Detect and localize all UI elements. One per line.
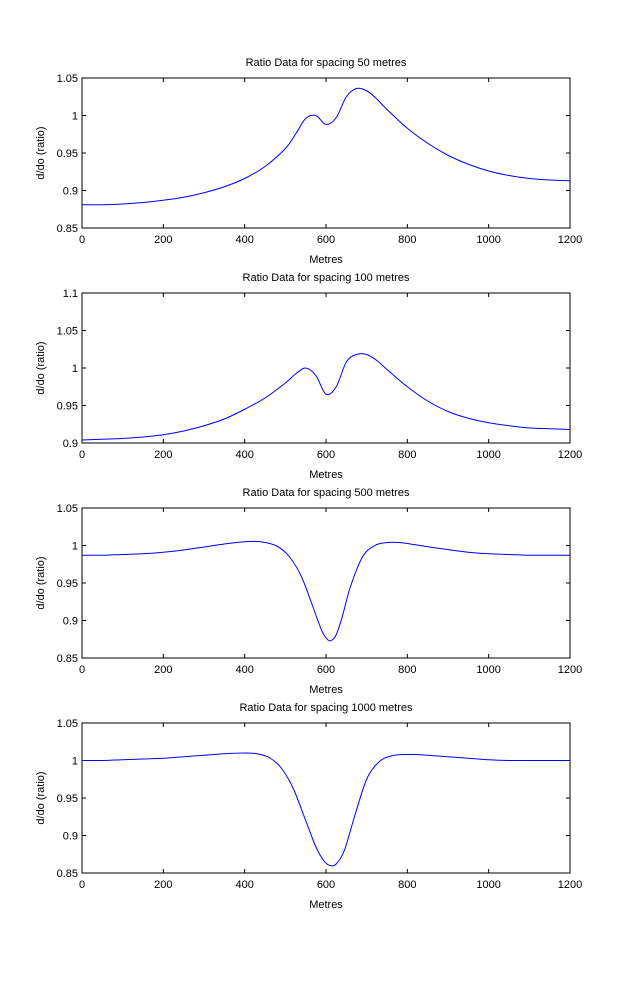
subplot-4-xlabel: Metres xyxy=(309,899,343,911)
subplot-1-xtick-label: 600 xyxy=(317,234,335,246)
subplot-2-ytick-label: 1 xyxy=(72,363,78,375)
subplot-4-series-line xyxy=(81,752,570,867)
subplot-3-ylabel: d/do (ratio) xyxy=(35,556,47,609)
subplot-4-xtick-label: 0 xyxy=(79,879,85,891)
subplot-1-xtick-label: 1200 xyxy=(558,234,582,246)
subplot-1-xlabel: Metres xyxy=(309,254,343,266)
subplot-1-ylabel: d/do (ratio) xyxy=(35,126,47,179)
subplot-3: Ratio Data for spacing 500 metres Metres… xyxy=(35,487,582,696)
subplot-3-ytick-label: 1 xyxy=(72,541,78,553)
subplot-1: Ratio Data for spacing 50 metres Metres … xyxy=(35,57,582,266)
subplot-2-ytick-label: 1.1 xyxy=(63,288,78,300)
subplot-4-xtick-label: 400 xyxy=(235,879,253,891)
subplot-2-xtick-label: 800 xyxy=(398,449,416,461)
subplot-2-title: Ratio Data for spacing 100 metres xyxy=(243,272,410,284)
subplot-3-xtick-label: 200 xyxy=(154,664,172,676)
subplot-3-xlabel: Metres xyxy=(309,684,343,696)
subplot-3-series-line xyxy=(81,540,570,642)
subplot-2-xtick-label: 1200 xyxy=(558,449,582,461)
subplot-3-title: Ratio Data for spacing 500 metres xyxy=(243,487,410,499)
subplot-1-xtick-label: 1000 xyxy=(476,234,500,246)
subplot-2-xtick-label: 200 xyxy=(154,449,172,461)
subplot-4: Ratio Data for spacing 1000 metres Metre… xyxy=(35,702,582,911)
subplot-3-ytick-label: 0.95 xyxy=(57,578,78,590)
subplot-3-xtick-label: 400 xyxy=(235,664,253,676)
subplot-2-xtick-label: 1000 xyxy=(476,449,500,461)
subplot-4-ytick-label: 0.95 xyxy=(57,793,78,805)
subplot-1-ytick-label: 0.85 xyxy=(57,223,78,235)
subplot-4-ytick-label: 1 xyxy=(72,756,78,768)
subplot-4-ytick-label: 0.85 xyxy=(57,868,78,880)
subplot-3-xtick-label: 600 xyxy=(317,664,335,676)
subplot-2-xlabel: Metres xyxy=(309,469,343,481)
subplot-2-ylabel: d/do (ratio) xyxy=(35,341,47,394)
subplot-4-title: Ratio Data for spacing 1000 metres xyxy=(239,702,413,714)
subplot-1-xtick-label: 200 xyxy=(154,234,172,246)
subplot-1-ytick-label: 1.05 xyxy=(57,73,78,85)
subplot-2-xtick-label: 400 xyxy=(235,449,253,461)
subplot-2-ytick-label: 0.9 xyxy=(63,438,78,450)
subplot-4-xtick-label: 1200 xyxy=(558,879,582,891)
subplot-2-xtick-label: 600 xyxy=(317,449,335,461)
subplot-2-xtick-label: 0 xyxy=(79,449,85,461)
subplot-1-xtick-label: 400 xyxy=(235,234,253,246)
subplot-3-xtick-label: 800 xyxy=(398,664,416,676)
subplot-3-ytick-label: 0.85 xyxy=(57,653,78,665)
subplot-2: Ratio Data for spacing 100 metres Metres… xyxy=(35,272,582,481)
subplot-4-xtick-label: 1000 xyxy=(476,879,500,891)
subplot-3-ytick-label: 1.05 xyxy=(57,503,78,515)
subplot-3-xtick-label: 1200 xyxy=(558,664,582,676)
subplot-2-ytick-label: 0.95 xyxy=(57,401,78,413)
subplot-3-xtick-label: 1000 xyxy=(476,664,500,676)
subplot-4-xtick-label: 200 xyxy=(154,879,172,891)
subplot-4-ylabel: d/do (ratio) xyxy=(35,771,47,824)
subplot-1-ytick-label: 0.95 xyxy=(57,148,78,160)
subplot-2-series-line xyxy=(81,353,571,441)
subplot-1-series-line xyxy=(81,87,571,206)
subplot-3-ytick-label: 0.9 xyxy=(63,616,78,628)
subplot-4-xtick-label: 800 xyxy=(398,879,416,891)
subplot-1-xtick-label: 0 xyxy=(79,234,85,246)
subplot-3-xtick-label: 0 xyxy=(79,664,85,676)
subplot-4-ytick-label: 0.9 xyxy=(63,831,78,843)
subplot-1-ytick-label: 0.9 xyxy=(63,186,78,198)
subplot-1-title: Ratio Data for spacing 50 metres xyxy=(246,57,407,69)
subplot-1-xtick-label: 800 xyxy=(398,234,416,246)
subplot-4-ytick-label: 1.05 xyxy=(57,718,78,730)
subplot-2-ytick-label: 1.05 xyxy=(57,326,78,338)
subplot-1-ytick-label: 1 xyxy=(72,111,78,123)
subplot-4-xtick-label: 600 xyxy=(317,879,335,891)
